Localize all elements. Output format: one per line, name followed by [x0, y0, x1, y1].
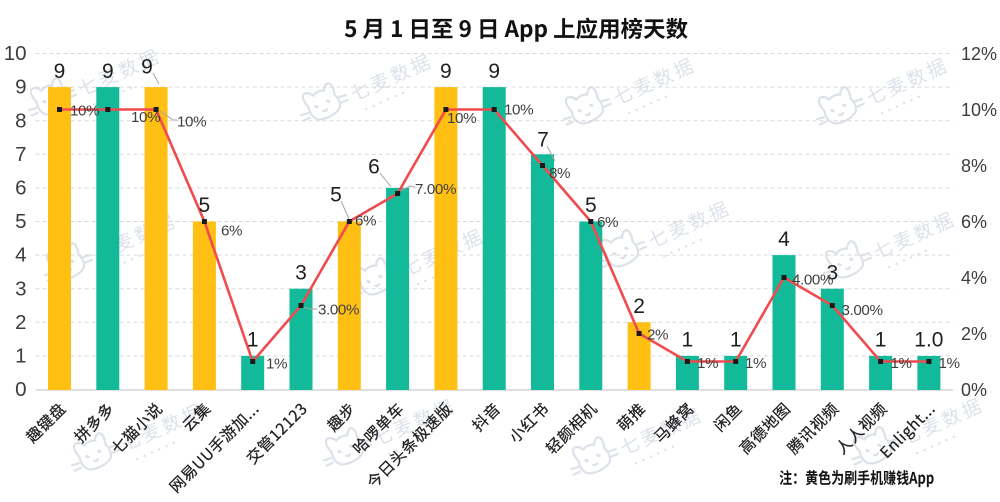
svg-text:9: 9 [15, 76, 26, 99]
svg-text:6: 6 [368, 156, 380, 179]
svg-text:9: 9 [488, 60, 500, 83]
svg-text:5: 5 [330, 184, 342, 207]
svg-text:3: 3 [15, 277, 26, 300]
svg-text:3.00%: 3.00% [318, 301, 359, 318]
svg-text:1.0: 1.0 [914, 329, 943, 352]
svg-text:1%: 1% [745, 355, 766, 372]
svg-text:0: 0 [15, 378, 26, 401]
svg-text:1: 1 [875, 329, 887, 352]
svg-text:1: 1 [682, 329, 694, 352]
svg-text:7: 7 [537, 129, 549, 152]
svg-text:8%: 8% [549, 165, 570, 182]
svg-text:2%: 2% [961, 324, 987, 344]
svg-text:9: 9 [440, 60, 452, 83]
svg-text:5: 5 [199, 194, 211, 217]
svg-text:9: 9 [54, 60, 66, 83]
svg-text:1%: 1% [891, 355, 912, 372]
svg-text:4.00%: 4.00% [792, 271, 833, 288]
svg-text:10%: 10% [447, 110, 476, 127]
svg-text:10: 10 [4, 42, 27, 65]
svg-text:8%: 8% [961, 156, 987, 176]
svg-text:2: 2 [633, 295, 645, 318]
svg-text:9: 9 [102, 60, 114, 83]
svg-text:10%: 10% [177, 113, 206, 130]
svg-text:3: 3 [826, 261, 838, 284]
svg-text:2: 2 [15, 311, 26, 334]
svg-text:6%: 6% [221, 222, 242, 239]
svg-text:7.00%: 7.00% [415, 181, 456, 198]
svg-text:1: 1 [247, 329, 259, 352]
svg-text:2%: 2% [647, 326, 668, 343]
svg-text:4: 4 [778, 228, 790, 251]
svg-text:0%: 0% [961, 380, 987, 400]
svg-text:1%: 1% [266, 355, 287, 372]
svg-text:5: 5 [15, 210, 26, 233]
svg-text:12%: 12% [961, 44, 997, 64]
svg-text:6%: 6% [355, 212, 376, 229]
svg-text:1: 1 [730, 329, 742, 352]
svg-text:10%: 10% [131, 109, 160, 126]
svg-text:1: 1 [15, 345, 26, 368]
svg-text:9: 9 [141, 56, 153, 79]
svg-text:7: 7 [15, 143, 26, 166]
svg-text:3: 3 [295, 261, 307, 284]
svg-text:6%: 6% [597, 214, 618, 231]
svg-text:1%: 1% [697, 355, 718, 372]
svg-text:10%: 10% [70, 102, 99, 119]
svg-text:4%: 4% [961, 268, 987, 288]
svg-text:4: 4 [15, 244, 26, 267]
svg-text:10%: 10% [961, 100, 997, 120]
svg-text:3.00%: 3.00% [842, 302, 883, 319]
svg-text:1%: 1% [939, 355, 960, 372]
svg-text:6: 6 [15, 177, 26, 200]
svg-text:5: 5 [585, 194, 597, 217]
svg-text:10%: 10% [504, 101, 533, 118]
svg-text:8: 8 [15, 109, 26, 132]
svg-text:6%: 6% [961, 212, 987, 232]
